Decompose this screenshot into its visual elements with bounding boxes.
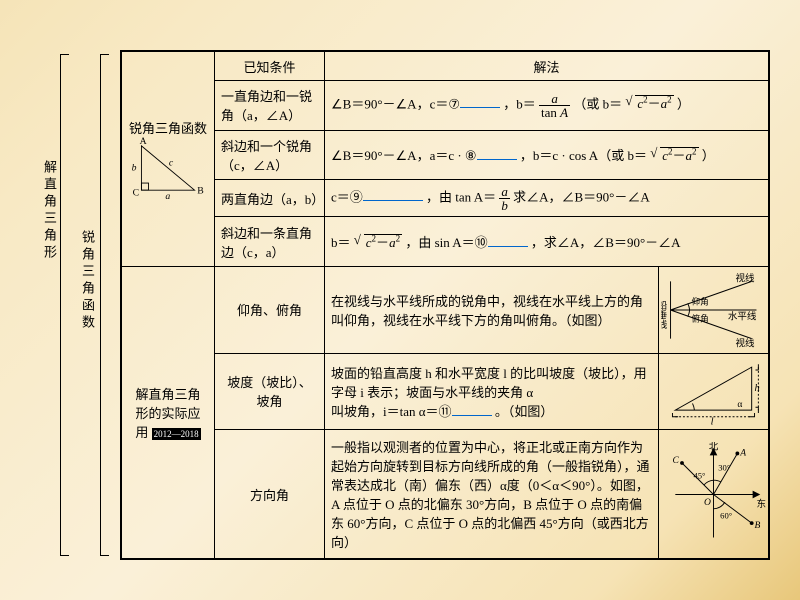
section-top-title: 锐角三角函数	[128, 118, 208, 137]
solution-cell: b＝ c2－a2 ，由 sin A＝⑩ ，求∠A，∠B＝90°－∠A	[325, 217, 769, 266]
svg-text:A: A	[739, 447, 746, 458]
inner-side-label: 锐角三角函数	[78, 230, 97, 332]
svg-text:铅垂线: 铅垂线	[661, 300, 667, 329]
outer-side-label: 解直角三角形	[40, 160, 59, 262]
main-table-wrap: 锐角三角函数 A B C a b c 已知条件 解法 一直角边和一锐角（a，∠A…	[120, 50, 770, 560]
svg-text:视线: 视线	[735, 272, 755, 284]
svg-text:a: a	[165, 191, 170, 199]
app-name-cell: 仰角、俯角	[215, 266, 325, 353]
outer-brace	[60, 54, 69, 556]
table-row: 斜边和一条直角边（c，a） b＝ c2－a2 ，由 sin A＝⑩ ，求∠A，∠…	[122, 217, 769, 266]
cond-cell: 两直角边（a，b）	[215, 179, 325, 217]
svg-text:C: C	[672, 455, 679, 466]
solution-cell: c＝⑨ ，由 tan A＝ ab 求∠A，∠B＝90°－∠A	[325, 179, 769, 217]
elevation-diagram: 铅垂线 视线 水平线 视线 仰角 俯角	[661, 271, 766, 349]
svg-text:水平线: 水平线	[728, 310, 757, 322]
svg-text:A: A	[140, 137, 147, 147]
slope-diagram: h l α	[661, 357, 766, 425]
svg-text:B: B	[755, 519, 761, 530]
svg-text:东: 东	[756, 497, 766, 509]
bearing-diagram-cell: 北 东 O A B C 30° 45° 60°	[659, 430, 769, 559]
slope-diagram-cell: h l α	[659, 353, 769, 429]
table-row: 斜边和一个锐角（c，∠A） ∠B＝90°－∠A，a＝c · ⑧ ，b＝c · c…	[122, 130, 769, 179]
svg-text:C: C	[133, 188, 140, 199]
svg-text:h: h	[755, 383, 760, 394]
app-text-cell: 一般指以观测者的位置为中心，将正北或正南方向作为起始方向旋转到目标方向线所成的角…	[325, 430, 659, 559]
cond-cell: 斜边和一条直角边（c，a）	[215, 217, 325, 266]
svg-text:30°: 30°	[718, 462, 731, 472]
app-name-cell: 坡度（坡比）、坡角	[215, 353, 325, 429]
table-row: 坡度（坡比）、坡角 坡面的铅直高度 h 和水平宽度 l 的比叫坡度（坡比），用字…	[122, 353, 769, 429]
table-row: 一直角边和一锐角（a，∠A） ∠B＝90°－∠A，c＝⑦ ，b＝ atan A …	[122, 81, 769, 130]
table-row: 两直角边（a，b） c＝⑨ ，由 tan A＝ ab 求∠A，∠B＝90°－∠A	[122, 179, 769, 217]
solution-cell: ∠B＝90°－∠A，a＝c · ⑧ ，b＝c · cos A（或 b＝ c2－a…	[325, 130, 769, 179]
svg-text:45°: 45°	[693, 470, 706, 480]
svg-text:l: l	[711, 417, 714, 426]
bearing-diagram: 北 东 O A B C 30° 45° 60°	[661, 442, 766, 547]
year-badge: 2012—2018	[152, 428, 201, 440]
table-row: 解直角三角 形的实际应 用 2012—2018 仰角、俯角 在视线与水平线所成的…	[122, 266, 769, 353]
svg-text:c: c	[169, 158, 174, 169]
section-top-cell: 锐角三角函数 A B C a b c	[122, 52, 215, 267]
header-solution: 解法	[325, 52, 769, 81]
table-row: 方向角 一般指以观测者的位置为中心，将正北或正南方向作为起始方向旋转到目标方向线…	[122, 430, 769, 559]
svg-text:b: b	[132, 163, 137, 174]
table-row: 锐角三角函数 A B C a b c 已知条件 解法	[122, 52, 769, 81]
app-text-cell: 在视线与水平线所成的锐角中，视线在水平线上方的角叫仰角，视线在水平线下方的角叫俯…	[325, 266, 659, 353]
elevation-diagram-cell: 铅垂线 视线 水平线 视线 仰角 俯角	[659, 266, 769, 353]
app-name-cell: 方向角	[215, 430, 325, 559]
svg-text:北: 北	[709, 442, 719, 453]
svg-text:B: B	[197, 186, 204, 197]
app-text-cell: 坡面的铅直高度 h 和水平宽度 l 的比叫坡度（坡比），用字母 i 表示；坡面与…	[325, 353, 659, 429]
section-bottom-cell: 解直角三角 形的实际应 用 2012—2018	[122, 266, 215, 558]
inner-brace	[100, 54, 109, 556]
header-conditions: 已知条件	[215, 52, 325, 81]
main-table: 锐角三角函数 A B C a b c 已知条件 解法 一直角边和一锐角（a，∠A…	[121, 51, 769, 559]
right-triangle-diagram: A B C a b c	[128, 137, 208, 199]
svg-text:α: α	[737, 400, 742, 411]
cond-cell: 一直角边和一锐角（a，∠A）	[215, 81, 325, 130]
svg-text:视线: 视线	[735, 337, 755, 349]
svg-text:俯角: 俯角	[692, 312, 709, 323]
svg-text:60°: 60°	[720, 510, 733, 520]
cond-cell: 斜边和一个锐角（c，∠A）	[215, 130, 325, 179]
svg-text:O: O	[704, 497, 711, 508]
svg-text:仰角: 仰角	[692, 295, 709, 306]
solution-cell: ∠B＝90°－∠A，c＝⑦ ，b＝ atan A （或 b＝ c2－a2 ）	[325, 81, 769, 130]
